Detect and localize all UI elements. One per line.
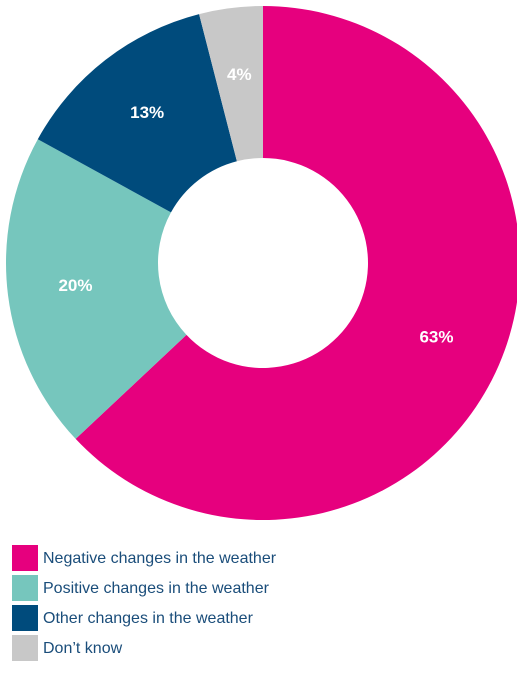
legend-label: Other changes in the weather [43, 610, 254, 627]
legend-label: Don’t know [43, 640, 123, 657]
data-label: 13% [130, 103, 164, 122]
legend-label: Negative changes in the weather [43, 550, 277, 567]
donut-slice [75, 6, 517, 520]
legend-label: Positive changes in the weather [43, 580, 270, 597]
donut-slice [5, 139, 187, 439]
data-label: 20% [58, 276, 92, 295]
legend-swatch [12, 605, 38, 631]
legend-swatch [12, 575, 38, 601]
legend-swatch [12, 545, 38, 571]
data-label: 4% [227, 65, 252, 84]
donut-slice [199, 6, 263, 162]
data-label: 63% [419, 328, 453, 347]
legend-swatch [12, 635, 38, 661]
donut-slice [37, 14, 237, 213]
